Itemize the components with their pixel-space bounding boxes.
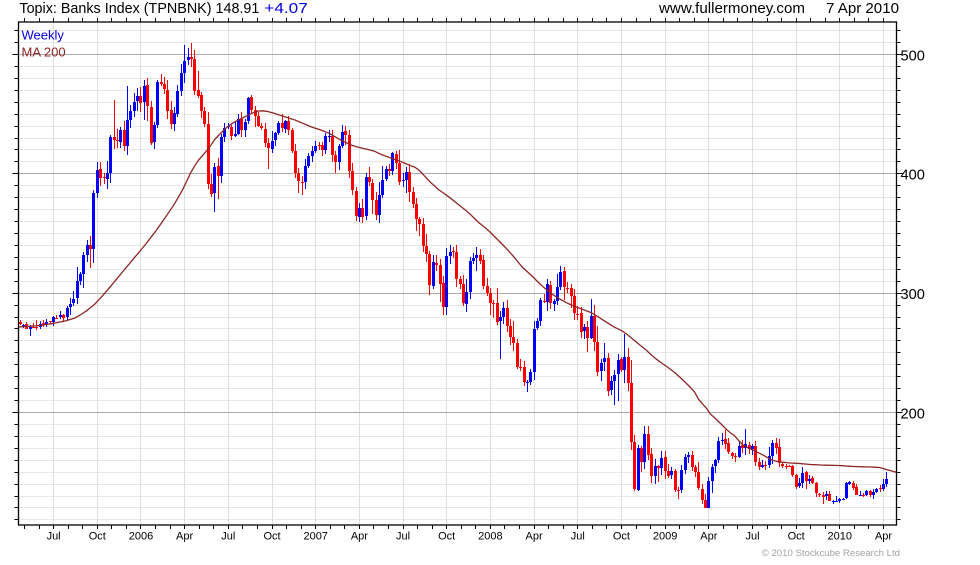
svg-text:2007: 2007 bbox=[303, 531, 327, 543]
svg-text:2009: 2009 bbox=[653, 531, 677, 543]
svg-text:Oct: Oct bbox=[89, 531, 106, 543]
svg-text:2008: 2008 bbox=[478, 531, 502, 543]
svg-text:2006: 2006 bbox=[129, 531, 153, 543]
svg-text:Weekly: Weekly bbox=[22, 28, 65, 43]
svg-text:Oct: Oct bbox=[788, 531, 805, 543]
svg-text:www.fullermoney.com: www.fullermoney.com bbox=[658, 1, 805, 17]
svg-text:Apr: Apr bbox=[700, 531, 717, 543]
svg-text:400: 400 bbox=[901, 168, 925, 184]
svg-text:Oct: Oct bbox=[263, 531, 280, 543]
svg-text:500: 500 bbox=[901, 48, 925, 64]
svg-text:2010: 2010 bbox=[828, 531, 852, 543]
svg-text:Oct: Oct bbox=[438, 531, 455, 543]
svg-text:MA 200: MA 200 bbox=[22, 45, 66, 60]
svg-text:Jul: Jul bbox=[221, 531, 235, 543]
svg-text:© 2010 Stockcube Research Ltd: © 2010 Stockcube Research Ltd bbox=[762, 548, 900, 559]
svg-text:Oct: Oct bbox=[613, 531, 630, 543]
svg-text:Jul: Jul bbox=[47, 531, 61, 543]
svg-text:200: 200 bbox=[901, 406, 925, 422]
svg-text:+4.07: +4.07 bbox=[264, 1, 308, 17]
svg-text:Jul: Jul bbox=[396, 531, 410, 543]
svg-text:Apr: Apr bbox=[875, 531, 892, 543]
svg-text:Apr: Apr bbox=[526, 531, 543, 543]
svg-text:300: 300 bbox=[901, 287, 925, 303]
svg-text:Topix: Banks Index (TPNBNK) 14: Topix: Banks Index (TPNBNK) 148.91 bbox=[19, 1, 259, 17]
svg-text:7 Apr 2010: 7 Apr 2010 bbox=[826, 1, 899, 17]
svg-text:Apr: Apr bbox=[176, 531, 193, 543]
svg-text:Apr: Apr bbox=[351, 531, 368, 543]
svg-text:Jul: Jul bbox=[571, 531, 585, 543]
svg-text:Jul: Jul bbox=[745, 531, 759, 543]
